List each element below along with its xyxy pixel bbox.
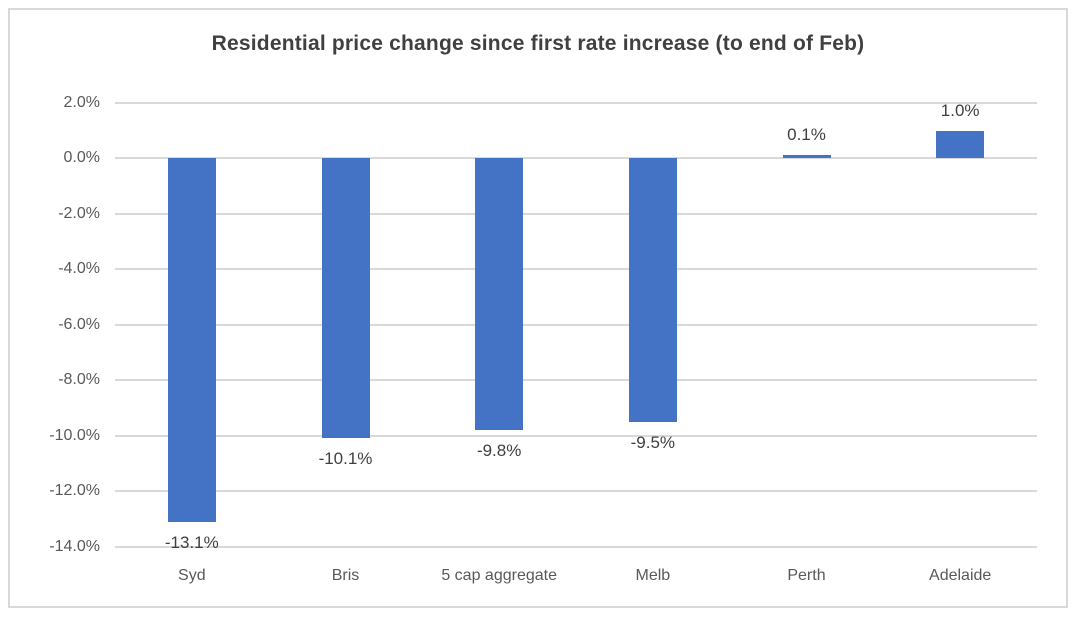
y-axis-tick-label: -8.0% — [58, 371, 100, 389]
gridline — [115, 157, 1037, 160]
gridline — [115, 268, 1037, 271]
bar-data-label: 1.0% — [940, 100, 980, 120]
x-axis-category-label: 5 cap aggregate — [441, 567, 557, 584]
bar-adelaide — [936, 130, 985, 159]
x-axis-category-label: Bris — [331, 567, 360, 584]
gridline — [115, 102, 1037, 104]
bar-data-label: -9.8% — [476, 441, 522, 461]
x-axis-category-label: Adelaide — [929, 567, 992, 584]
bar-data-label: -13.1% — [164, 532, 219, 552]
bar-perth — [782, 155, 831, 159]
bar-melb — [628, 158, 677, 422]
gridline — [115, 379, 1037, 382]
gridline — [115, 212, 1037, 215]
y-axis-tick-label: -14.0% — [49, 537, 100, 555]
gridline — [115, 323, 1037, 326]
bar-data-label: -9.5% — [630, 432, 676, 452]
bar-data-label: 0.1% — [787, 125, 826, 145]
gridline — [115, 434, 1037, 437]
y-axis-tick-label: -12.0% — [49, 482, 100, 500]
x-axis-category-label: Perth — [787, 567, 826, 584]
y-axis-tick-label: 0.0% — [63, 149, 100, 167]
y-axis-tick-label: 2.0% — [63, 94, 100, 111]
chart-title: Residential price change since first rat… — [211, 32, 865, 55]
bar-5-cap-aggregate — [475, 158, 524, 431]
y-axis-tick-label: -4.0% — [58, 260, 100, 278]
y-axis-tick-label: -2.0% — [58, 204, 100, 222]
y-axis-tick-label: -10.0% — [49, 426, 100, 444]
bar-data-label: -10.1% — [318, 449, 373, 469]
x-axis-category-label: Melb — [635, 567, 671, 584]
bar-bris — [321, 158, 370, 439]
gridline — [115, 545, 1037, 548]
x-axis-category-label: Syd — [178, 567, 206, 584]
y-axis-tick-label: -6.0% — [58, 315, 100, 333]
gridline — [115, 490, 1037, 493]
bar-syd — [167, 158, 216, 522]
